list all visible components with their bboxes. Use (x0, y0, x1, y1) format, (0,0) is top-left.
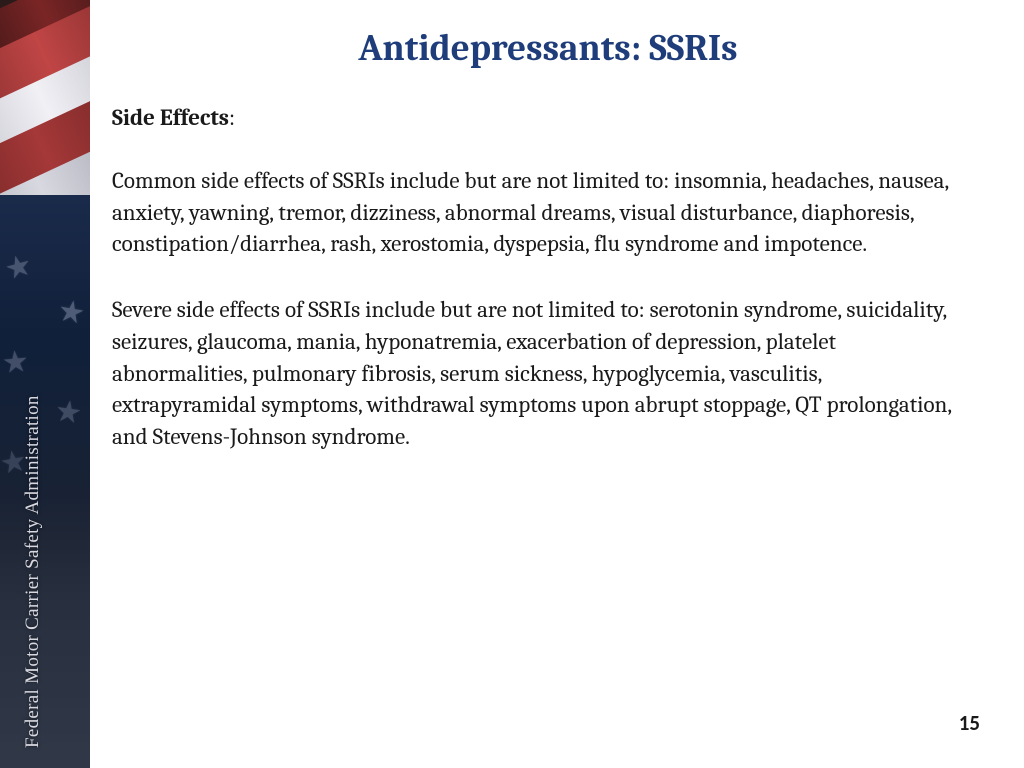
star-icon: ★ (1, 344, 31, 381)
paragraph-common-effects: Common side effects of SSRIs include but… (112, 165, 952, 260)
truck-silhouette (0, 488, 90, 768)
org-name-vertical: Federal Motor Carrier Safety Administrat… (22, 395, 44, 748)
sidebar-flag-banner: ★ ★ ★ ★ ★ Federal Motor Carrier Safety A… (0, 0, 90, 768)
subheading: Side Effects: (112, 104, 984, 131)
slide-content: Antidepressants: SSRIs Side Effects: Com… (90, 0, 1024, 768)
slide-title: Antidepressants: SSRIs (112, 28, 984, 70)
paragraph-severe-effects: Severe side effects of SSRIs include but… (112, 294, 952, 453)
subheading-colon: : (229, 104, 235, 131)
slide: ★ ★ ★ ★ ★ Federal Motor Carrier Safety A… (0, 0, 1024, 768)
subheading-text: Side Effects (112, 104, 229, 131)
star-icon: ★ (53, 393, 85, 431)
page-number: 15 (959, 710, 980, 736)
